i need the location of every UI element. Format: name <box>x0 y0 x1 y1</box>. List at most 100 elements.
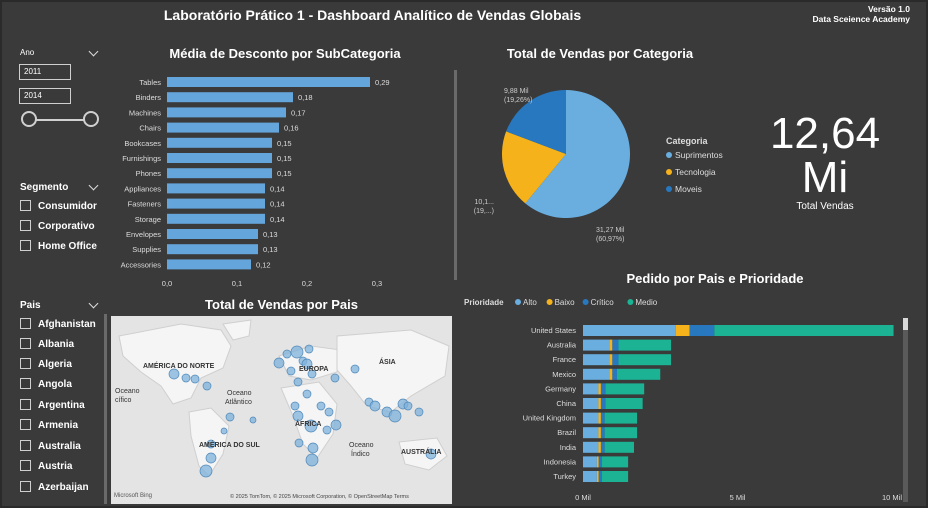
map-bubble[interactable] <box>304 344 314 354</box>
discount-bar[interactable] <box>167 122 279 133</box>
map-bubble[interactable] <box>205 452 217 464</box>
country-option[interactable]: Afghanistan <box>20 317 96 332</box>
map-bubble[interactable] <box>302 389 312 399</box>
checkbox[interactable] <box>20 377 31 389</box>
priority-bar-segment[interactable] <box>618 339 672 351</box>
map-bubble[interactable] <box>206 439 216 449</box>
checkbox[interactable] <box>20 398 31 410</box>
priority-bar-segment[interactable] <box>600 441 605 453</box>
priority-bar-segment[interactable] <box>583 441 599 453</box>
pie-slice[interactable] <box>502 131 566 204</box>
map-bubble[interactable] <box>307 369 317 379</box>
checkbox[interactable] <box>20 357 31 369</box>
discount-bar[interactable] <box>167 183 265 194</box>
discount-bar[interactable] <box>167 213 265 224</box>
priority-bar-segment[interactable] <box>598 441 601 453</box>
priority-bar-segment[interactable] <box>598 456 602 468</box>
year-slider-start-handle[interactable] <box>21 111 37 127</box>
priority-bar-segment[interactable] <box>609 368 613 380</box>
checkbox[interactable] <box>20 337 31 349</box>
priority-bar-segment[interactable] <box>601 456 629 468</box>
map-bubble[interactable] <box>290 345 304 359</box>
country-option[interactable]: Armenia <box>20 418 78 433</box>
map-bubble[interactable] <box>304 419 318 433</box>
priority-bar-segment[interactable] <box>609 339 613 351</box>
country-option[interactable]: Australia <box>20 439 81 454</box>
map-bubble[interactable] <box>350 364 360 374</box>
segment-option[interactable]: Consumidor <box>20 199 97 214</box>
map-bubble[interactable] <box>414 407 424 417</box>
checkbox[interactable] <box>20 459 31 471</box>
priority-legend-item[interactable]: Baixo <box>555 298 576 307</box>
priority-bar-segment[interactable] <box>616 368 661 380</box>
map-bubble[interactable] <box>388 409 402 423</box>
pie-slice[interactable] <box>525 90 630 218</box>
priority-bar-segment[interactable] <box>604 441 634 453</box>
priority-bar-segment[interactable] <box>600 412 605 424</box>
priority-bar-segment[interactable] <box>596 471 599 482</box>
map-bubble[interactable] <box>290 401 300 411</box>
discount-bar[interactable] <box>167 137 272 148</box>
map-bubble[interactable] <box>316 401 326 411</box>
category-legend-item[interactable]: Tecnologia <box>675 167 716 177</box>
discount-bar[interactable] <box>167 168 272 179</box>
priority-bar-segment[interactable] <box>600 398 606 409</box>
category-legend-item[interactable]: Suprimentos <box>675 150 723 160</box>
map-bubble[interactable] <box>282 349 292 359</box>
priority-bar-segment[interactable] <box>598 398 601 409</box>
priority-bar-segment[interactable] <box>598 471 602 482</box>
map-bubble[interactable] <box>307 442 319 454</box>
category-legend-item[interactable]: Moveis <box>675 184 702 194</box>
priority-bar-segment[interactable] <box>618 354 672 366</box>
checkbox[interactable] <box>20 219 31 231</box>
discount-bar[interactable] <box>167 153 272 163</box>
country-option[interactable]: Austria <box>20 459 72 474</box>
year-to-input[interactable]: 2014 <box>19 88 71 104</box>
map-bubble[interactable] <box>330 419 342 431</box>
checkbox[interactable] <box>20 239 31 251</box>
discount-bar[interactable] <box>167 229 258 239</box>
priority-bar-segment[interactable] <box>600 427 605 439</box>
priority-bar-segment[interactable] <box>583 325 676 336</box>
priority-bar-segment[interactable] <box>612 368 617 380</box>
country-option[interactable]: Albania <box>20 337 74 352</box>
priority-bar-segment[interactable] <box>604 412 638 424</box>
year-from-input[interactable]: 2011 <box>19 64 71 80</box>
priority-bar-segment[interactable] <box>689 325 715 336</box>
map-bubble[interactable] <box>293 377 303 387</box>
priority-bar-segment[interactable] <box>605 383 645 395</box>
map-bubble[interactable] <box>225 412 235 422</box>
priority-bar-segment[interactable] <box>612 354 619 366</box>
map-bubble[interactable] <box>324 407 334 417</box>
priority-bar-segment[interactable] <box>598 383 601 395</box>
checkbox[interactable] <box>20 439 31 451</box>
discount-bar[interactable] <box>167 107 286 118</box>
country-option[interactable]: Algeria <box>20 357 72 372</box>
priority-bar-segment[interactable] <box>583 456 597 468</box>
discount-bar[interactable] <box>167 92 293 103</box>
priority-bar-segment[interactable] <box>604 427 638 439</box>
priority-bar-segment[interactable] <box>583 471 597 482</box>
priority-legend-item[interactable]: Crítico <box>591 298 615 307</box>
segment-option[interactable]: Home Office <box>20 239 97 254</box>
priority-bar-segment[interactable] <box>675 325 690 336</box>
map-bubble[interactable] <box>286 366 296 376</box>
priority-bar-segment[interactable] <box>714 325 894 336</box>
segment-option[interactable]: Corporativo <box>20 219 95 234</box>
map-bubble[interactable] <box>220 427 228 435</box>
priority-bar-segment[interactable] <box>583 339 610 351</box>
priority-bar-segment[interactable] <box>583 398 599 409</box>
priority-legend-item[interactable]: Alto <box>523 298 537 307</box>
priority-bar-segment[interactable] <box>583 427 599 439</box>
map-bubble[interactable] <box>199 464 213 478</box>
map-bubble[interactable] <box>305 453 319 467</box>
priority-bar-segment[interactable] <box>583 383 599 395</box>
discount-bar[interactable] <box>167 77 370 87</box>
priority-bar-segment[interactable] <box>605 398 643 409</box>
year-slider-track[interactable] <box>30 119 92 121</box>
country-option[interactable]: Argentina <box>20 398 85 413</box>
priority-bar-segment[interactable] <box>598 412 601 424</box>
checkbox[interactable] <box>20 480 31 492</box>
map-bubble[interactable] <box>369 400 381 412</box>
discount-bar[interactable] <box>167 244 258 255</box>
